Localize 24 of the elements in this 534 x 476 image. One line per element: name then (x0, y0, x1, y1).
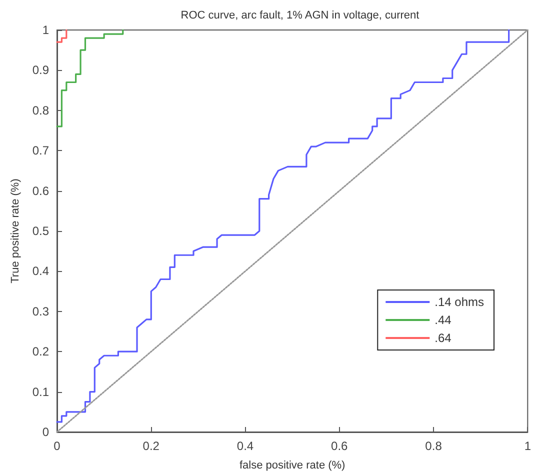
y-tick-label: 0 (42, 425, 50, 439)
x-tick-label: 0.6 (331, 439, 348, 453)
y-tick-label: 0.6 (32, 184, 50, 198)
y-tick-label: 0.2 (32, 344, 50, 359)
y-tick-label: 0.7 (32, 144, 50, 158)
y-tick-label: 0.8 (32, 103, 50, 118)
y-tick-label: 0.9 (32, 63, 50, 78)
x-tick-label: 0.2 (142, 439, 160, 453)
chart-title: ROC curve, arc fault, 1% AGN in voltage, current (180, 10, 420, 22)
x-axis-title: false positive rate (%) (239, 460, 346, 472)
y-axis-title: True positive rate (%) (10, 178, 22, 284)
legend-label: .14 ohms (434, 295, 484, 309)
y-tick-label: 0.3 (32, 304, 50, 318)
x-tick-label: 0.8 (425, 439, 442, 453)
legend-label: .44 (434, 313, 452, 327)
x-tick-label: 1 (524, 439, 532, 453)
y-tick-label: 0.1 (32, 384, 50, 399)
legend-label: .64 (434, 331, 452, 345)
x-tick-label: 0.4 (236, 439, 254, 453)
line-series (56, 29, 124, 128)
x-tick-label: 0 (54, 439, 61, 453)
y-tick-label: 1 (42, 23, 50, 37)
y-tick-label: 0.4 (32, 264, 50, 278)
y-tick-label: 0.5 (32, 224, 50, 238)
